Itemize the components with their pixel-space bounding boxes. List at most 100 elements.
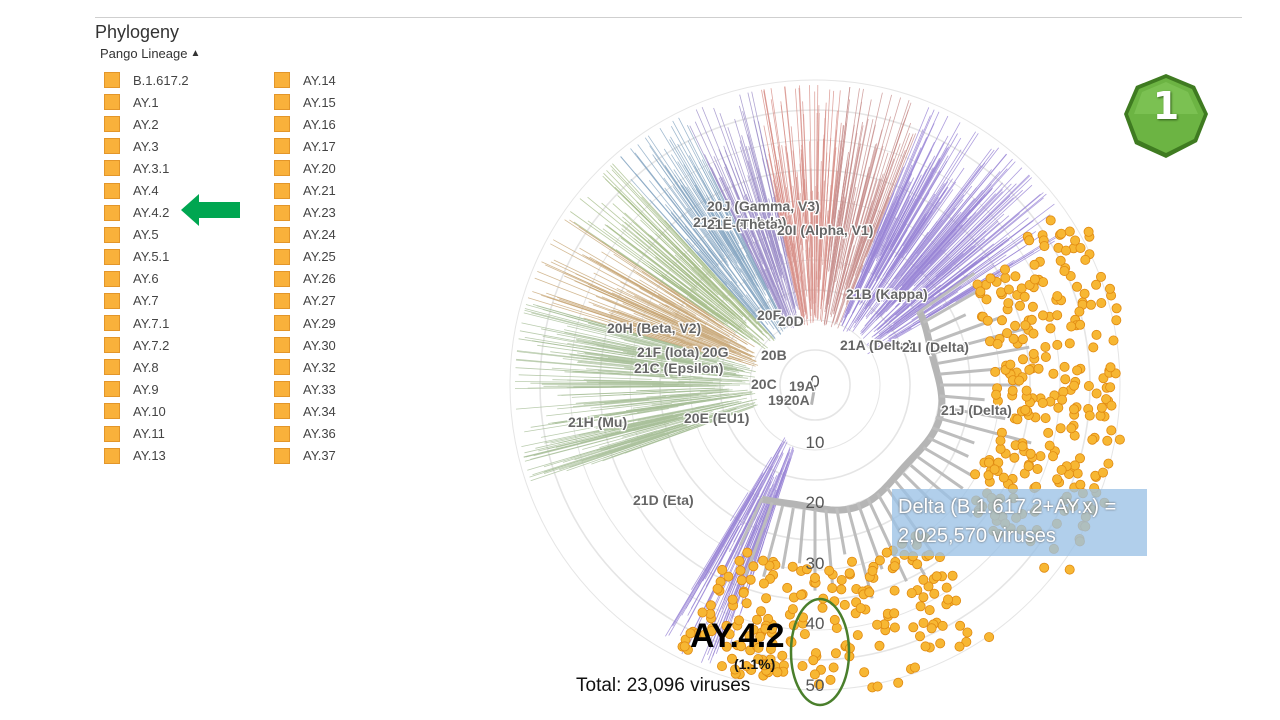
legend-item[interactable]: AY.23 <box>274 202 336 224</box>
tree-branch <box>880 296 935 337</box>
delta-tip <box>1040 413 1051 424</box>
tree-branch <box>862 303 900 339</box>
tree-branch <box>867 135 949 286</box>
delta-tip <box>1010 271 1021 282</box>
legend-item[interactable]: AY.30 <box>274 334 336 356</box>
delta-tip <box>881 547 892 558</box>
tree-branch <box>728 297 763 333</box>
legend-item[interactable]: AY.13 <box>104 445 189 467</box>
delta-tip <box>1040 341 1051 352</box>
legend-item[interactable]: AY.6 <box>104 268 189 290</box>
tree-branch <box>676 183 723 250</box>
legend-item[interactable]: AY.7.1 <box>104 312 189 334</box>
tree-branch <box>651 397 711 406</box>
tree-branch <box>827 159 853 305</box>
legend-item[interactable]: AY.4 <box>104 179 189 201</box>
tree-branch <box>691 456 772 590</box>
legend-item[interactable]: AY.27 <box>274 290 336 312</box>
legend-item[interactable]: AY.33 <box>274 378 336 400</box>
tree-branch <box>852 239 903 323</box>
tree-branch <box>553 259 709 335</box>
legend-item[interactable]: AY.26 <box>274 268 336 290</box>
tree-branch <box>937 214 1051 297</box>
legend-item[interactable]: AY.9 <box>104 378 189 400</box>
tree-branch <box>672 331 747 360</box>
tree-branch <box>769 240 795 319</box>
legend-item[interactable]: AY.17 <box>274 135 336 157</box>
pango-lineage-toggle[interactable]: Pango Lineage ▲ <box>100 46 200 61</box>
legend-item[interactable]: AY.5 <box>104 224 189 246</box>
delta-tip <box>1083 380 1094 391</box>
tree-branch <box>531 312 690 354</box>
legend-item[interactable]: AY.7 <box>104 290 189 312</box>
legend-item[interactable]: AY.3 <box>104 135 189 157</box>
legend-item[interactable]: AY.3.1 <box>104 157 189 179</box>
tree-branch <box>680 340 724 356</box>
delta-tip <box>1026 314 1037 325</box>
delta-tip <box>723 571 734 582</box>
tree-branch <box>873 306 910 337</box>
tree-branch <box>515 359 669 374</box>
tree-branch <box>660 349 756 373</box>
legend-item[interactable]: AY.16 <box>274 113 336 135</box>
legend-item[interactable]: AY.2 <box>104 113 189 135</box>
delta-tip <box>1052 291 1063 302</box>
legend-item[interactable]: AY.10 <box>104 400 189 422</box>
delta-tip <box>752 614 763 625</box>
legend-item[interactable]: AY.5.1 <box>104 246 189 268</box>
tree-branch <box>601 296 752 360</box>
legend-item[interactable]: AY.14 <box>274 69 336 91</box>
legend-item[interactable]: B.1.617.2 <box>104 69 189 91</box>
legend-item[interactable]: AY.37 <box>274 445 336 467</box>
tree-branch <box>579 198 697 292</box>
tree-branch <box>683 164 754 281</box>
tree-branch <box>690 235 760 319</box>
tree-branch <box>564 371 678 379</box>
legend-item[interactable]: AY.11 <box>104 423 189 445</box>
tree-branch <box>875 255 927 315</box>
legend-item[interactable]: AY.32 <box>274 356 336 378</box>
legend-item[interactable]: AY.20 <box>274 157 336 179</box>
tree-branch <box>565 315 693 352</box>
tree-branch <box>531 340 677 364</box>
legend-item[interactable]: AY.1 <box>104 91 189 113</box>
tree-branch <box>866 196 890 254</box>
legend-item[interactable]: AY.7.2 <box>104 334 189 356</box>
tree-branch <box>705 194 760 288</box>
tree-branch <box>721 283 775 342</box>
legend-item[interactable]: AY.29 <box>274 312 336 334</box>
legend-item[interactable]: AY.36 <box>274 423 336 445</box>
delta-tip <box>1043 427 1054 438</box>
legend-item[interactable]: AY.8 <box>104 356 189 378</box>
legend-item[interactable]: AY.34 <box>274 400 336 422</box>
tree-branch <box>876 217 897 259</box>
tree-branch <box>948 228 1072 304</box>
tree-branch <box>857 216 887 285</box>
tree-branch <box>868 167 965 307</box>
legend-item[interactable]: AY.21 <box>274 179 336 201</box>
tree-branch <box>679 526 740 636</box>
delta-tip <box>1028 348 1039 359</box>
legend-item[interactable]: AY.15 <box>274 91 336 113</box>
tree-branch <box>622 419 687 438</box>
legend-item[interactable]: AY.25 <box>274 246 336 268</box>
legend-label: AY.37 <box>303 448 336 464</box>
tree-branch <box>753 208 782 289</box>
tree-branch <box>921 189 1023 285</box>
legend-item[interactable]: AY.24 <box>274 224 336 246</box>
delta-subbranch <box>935 325 1033 355</box>
tree-branch <box>833 146 844 224</box>
tree-branch <box>878 111 940 245</box>
tree-branch <box>719 112 770 254</box>
legend-swatch <box>104 182 120 199</box>
tree-branch <box>806 192 809 223</box>
delta-tip <box>1015 300 1026 311</box>
tree-branch <box>770 99 793 234</box>
legend-item[interactable]: AY.4.2 <box>104 202 189 224</box>
tree-branch <box>853 185 904 297</box>
legend-swatch <box>104 381 120 398</box>
delta-subbranch <box>927 436 969 458</box>
delta-tip <box>1091 388 1102 399</box>
tree-branch <box>690 519 741 609</box>
